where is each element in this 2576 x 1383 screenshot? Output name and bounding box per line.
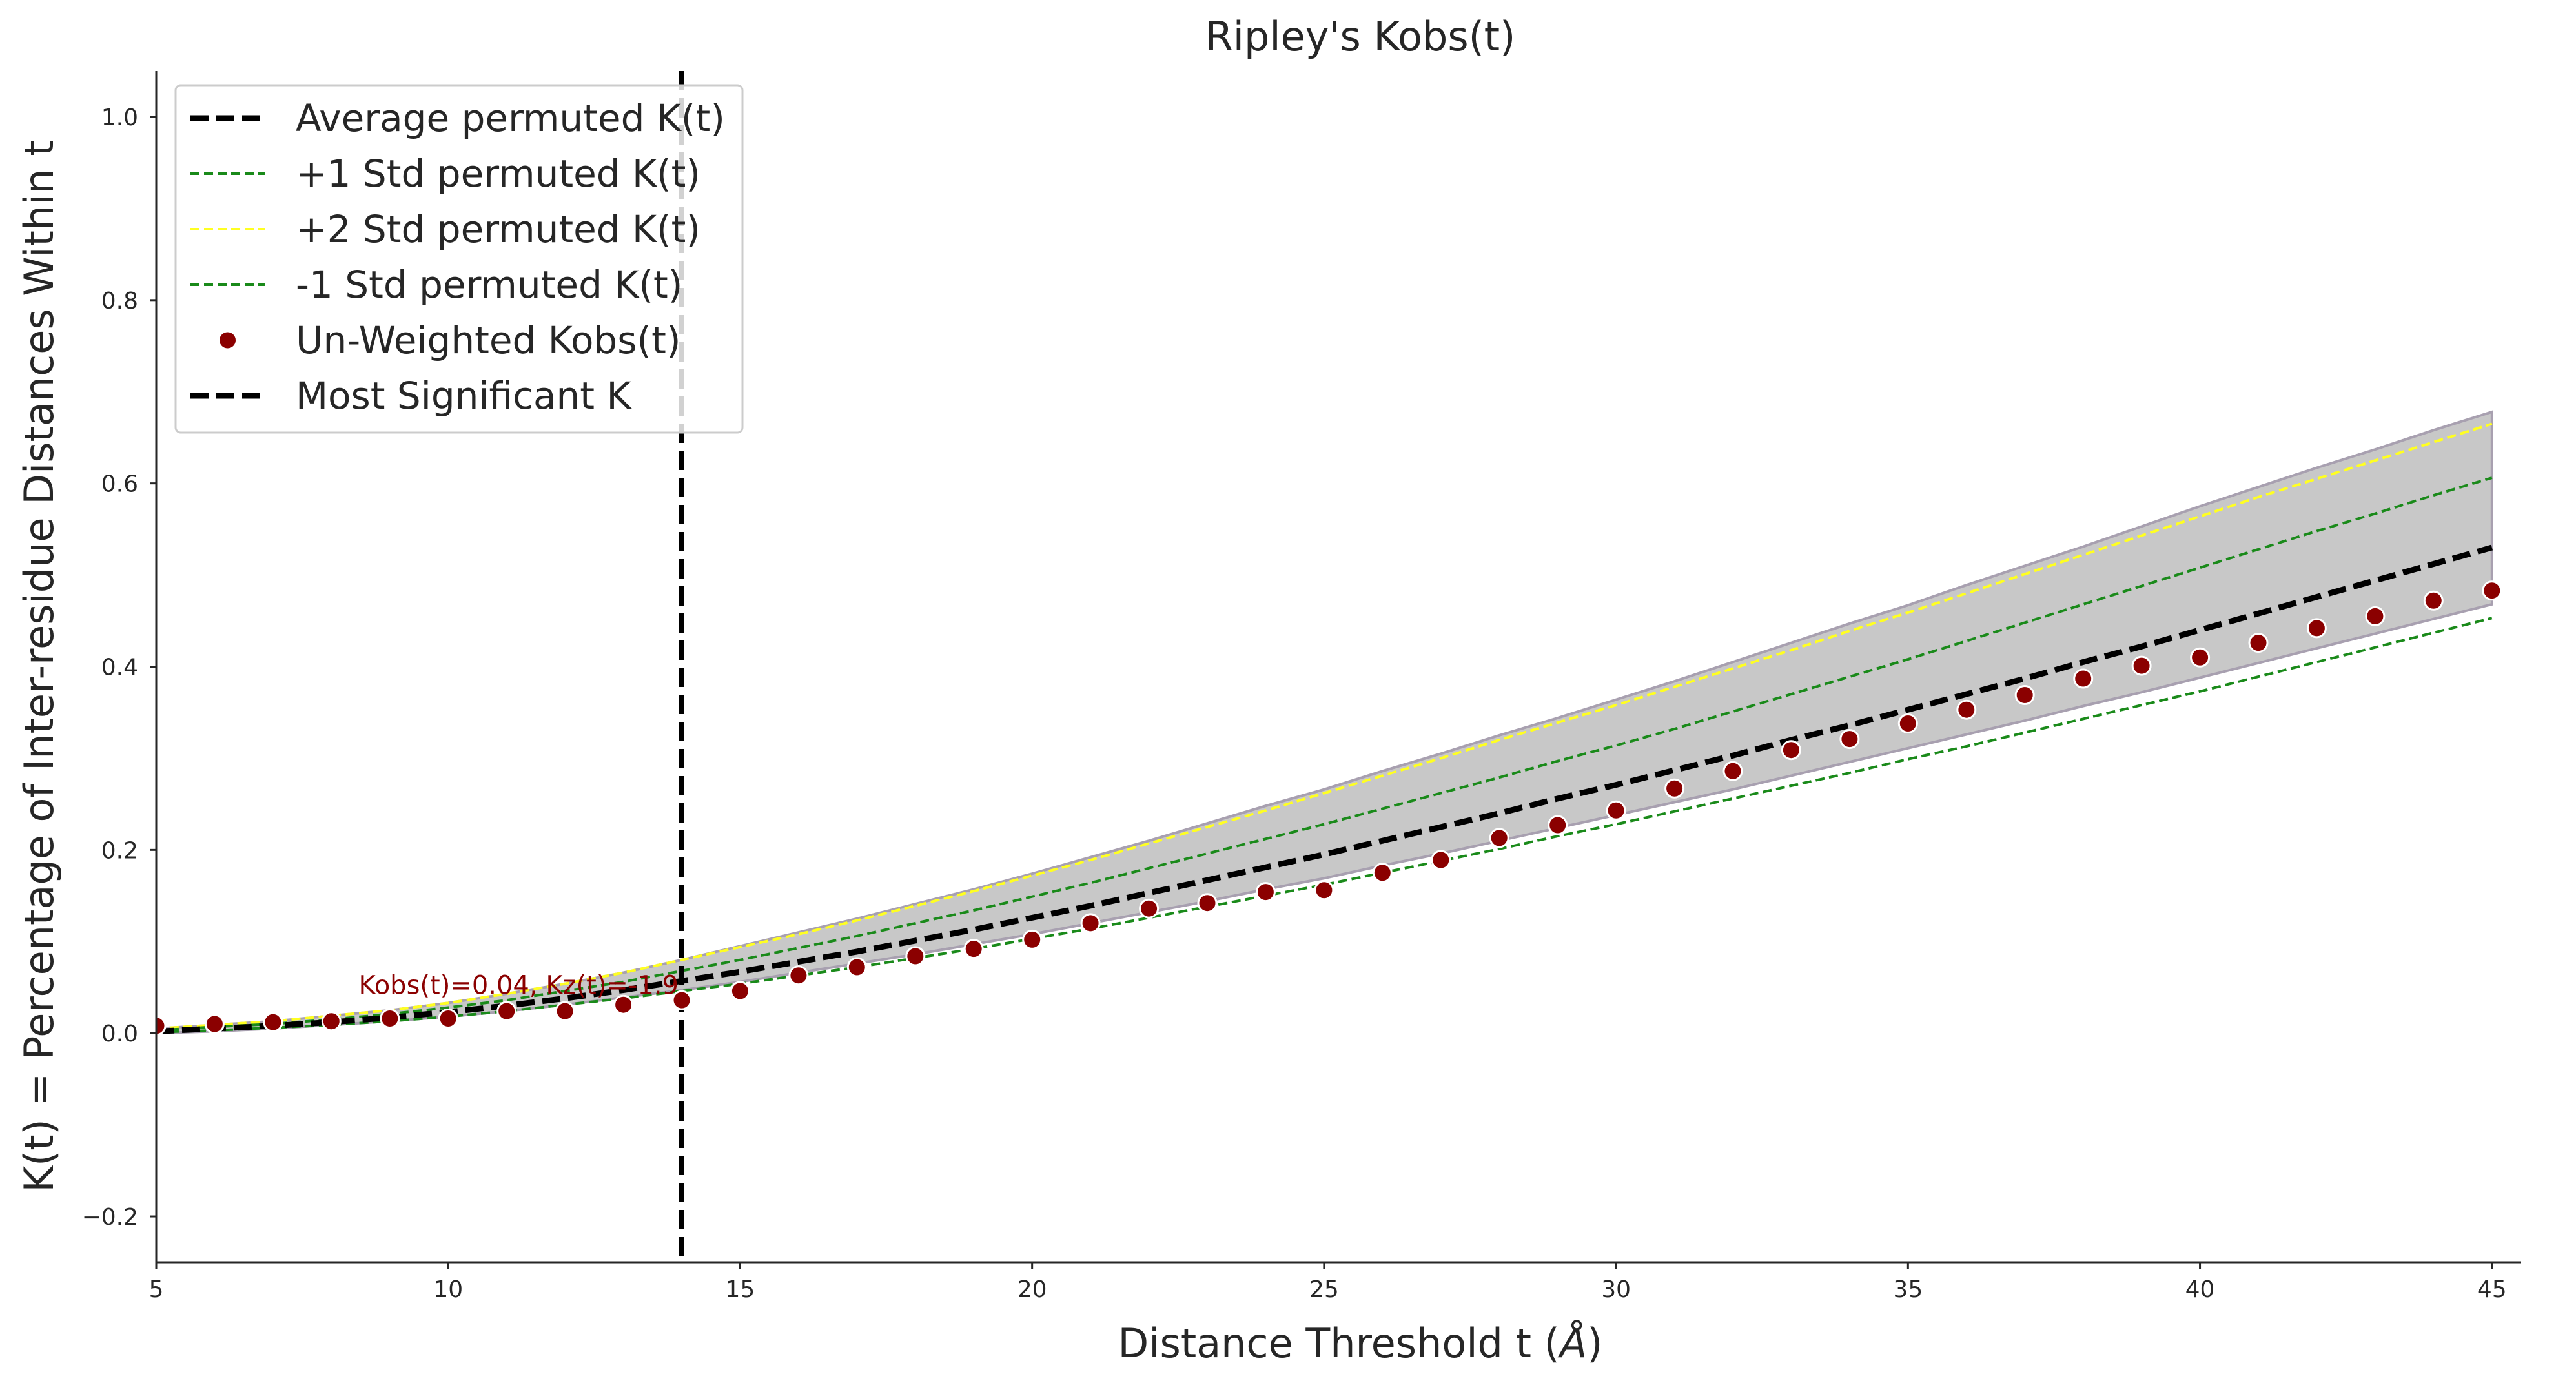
kobs-point bbox=[2190, 647, 2211, 668]
y-tick-label: 1.0 bbox=[101, 105, 138, 131]
x-tick-label: 10 bbox=[433, 1276, 463, 1303]
y-tick-label: 0.4 bbox=[101, 655, 138, 681]
kobs-point bbox=[1548, 815, 1568, 835]
kobs-point bbox=[963, 939, 984, 959]
kobs-point bbox=[1255, 882, 1276, 903]
y-tick-label: 0.0 bbox=[101, 1021, 138, 1047]
legend-swatch bbox=[218, 330, 238, 351]
legend-label: +2 Std permuted K(t) bbox=[296, 207, 700, 251]
kobs-point bbox=[1839, 729, 1860, 750]
kobs-point bbox=[1139, 898, 1160, 919]
kobs-point bbox=[788, 965, 809, 986]
x-tick-label: 35 bbox=[1893, 1276, 1923, 1303]
x-tick-label: 20 bbox=[1017, 1276, 1047, 1303]
kobs-point bbox=[2073, 668, 2094, 689]
x-tick-label: 5 bbox=[149, 1276, 164, 1303]
kobs-point bbox=[730, 981, 750, 1001]
kobs-point bbox=[1956, 699, 1977, 720]
kobs-point bbox=[2306, 618, 2327, 639]
kobs-point bbox=[1722, 761, 1743, 781]
kobs-point bbox=[1664, 778, 1685, 799]
plot-area: Kobs(t)=0.04, Kz(t)=-1.9 bbox=[156, 71, 2502, 1262]
y-tick-label: 0.8 bbox=[101, 288, 138, 314]
kobs-point bbox=[1781, 740, 1801, 761]
kobs-point bbox=[1606, 800, 1626, 821]
std-band-fill bbox=[156, 410, 2493, 1035]
x-axis-title-end: ) bbox=[1587, 1320, 1602, 1367]
series-line-0 bbox=[156, 544, 2493, 1034]
series-line-1 bbox=[156, 476, 2493, 1032]
kobs-point bbox=[263, 1012, 283, 1032]
y-tick-label: −0.2 bbox=[82, 1204, 138, 1231]
legend: Average permuted K(t) +1 Std permuted K(t… bbox=[174, 84, 744, 434]
kobs-point bbox=[671, 990, 692, 1010]
y-tick-label: 0.6 bbox=[101, 471, 138, 498]
kobs-point bbox=[321, 1011, 342, 1032]
x-tick-label: 25 bbox=[1309, 1276, 1339, 1303]
y-tick-labels: −0.2 0.0 0.2 0.4 0.6 0.8 1.0 bbox=[82, 105, 156, 1231]
kobs-point bbox=[438, 1009, 458, 1029]
kobs-point bbox=[1022, 929, 1043, 950]
x-tick-label: 45 bbox=[2477, 1276, 2507, 1303]
x-tick-label: 30 bbox=[1601, 1276, 1631, 1303]
kobs-point bbox=[1372, 863, 1393, 883]
kobs-point bbox=[1080, 913, 1101, 934]
kobs-point bbox=[2423, 590, 2444, 611]
kobs-point bbox=[380, 1009, 400, 1029]
kobs-point bbox=[204, 1014, 225, 1034]
kobs-point bbox=[2131, 655, 2152, 676]
x-axis-title: Distance Threshold t (Å) bbox=[1118, 1320, 1603, 1367]
scatter-layer bbox=[156, 580, 2502, 1036]
kobs-point bbox=[555, 1001, 575, 1021]
kobs-point bbox=[1897, 713, 1918, 733]
legend-label: Most Significant K bbox=[296, 374, 632, 418]
kobs-point bbox=[2482, 580, 2502, 601]
kobs-point bbox=[1431, 850, 1451, 870]
kobs-point bbox=[156, 1016, 167, 1036]
x-tick-label: 40 bbox=[2185, 1276, 2215, 1303]
x-tick-label: 15 bbox=[726, 1276, 755, 1303]
kobs-point bbox=[905, 946, 926, 967]
kobs-point bbox=[1489, 828, 1509, 848]
kobs-point bbox=[2014, 685, 2035, 705]
significance-annotation: Kobs(t)=0.04, Kz(t)=-1.9 bbox=[358, 970, 679, 1000]
x-axis-title-text: Distance Threshold t ( bbox=[1118, 1320, 1560, 1367]
legend-label: -1 Std permuted K(t) bbox=[296, 263, 682, 307]
kobs-point bbox=[2365, 606, 2386, 626]
y-tick-label: 0.2 bbox=[101, 837, 138, 864]
kobs-point bbox=[1197, 893, 1218, 914]
series-layer bbox=[156, 422, 2493, 1034]
x-tick-labels: 5 10 15 20 25 30 35 40 45 bbox=[149, 1262, 2507, 1303]
legend-label: Average permuted K(t) bbox=[296, 96, 725, 140]
series-line-2 bbox=[156, 422, 2493, 1030]
kobs-point bbox=[1314, 880, 1334, 901]
kobs-point bbox=[2248, 633, 2269, 653]
kobs-point bbox=[496, 1001, 517, 1021]
legend-label: +1 Std permuted K(t) bbox=[296, 152, 700, 196]
kobs-point bbox=[846, 957, 867, 978]
kobs-point bbox=[613, 994, 634, 1015]
legend-box bbox=[174, 84, 744, 434]
legend-label: Un-Weighted Kobs(t) bbox=[296, 318, 680, 362]
y-axis-title: K(t) = Percentage of Inter-residue Dista… bbox=[15, 140, 63, 1192]
chart-title: Ripley's Kobs(t) bbox=[1205, 13, 1516, 60]
x-axis-title-unit: Å bbox=[1557, 1320, 1587, 1367]
